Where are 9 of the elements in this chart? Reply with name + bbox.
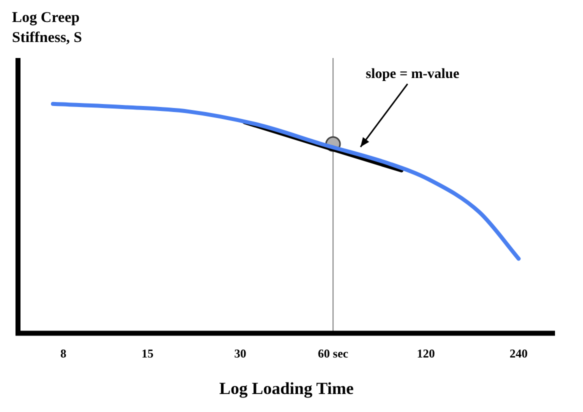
text: slope = m-value: [366, 66, 460, 82]
x-axis-title: Log Loading Time: [219, 379, 354, 398]
x-tick-label: 15: [142, 346, 154, 360]
x-tick-label: 240: [510, 346, 528, 360]
x-tick-label: 60 sec: [318, 346, 349, 360]
x-tick-label: 120: [416, 346, 435, 360]
y-axis-title: Log Creep Stiffness, S: [12, 9, 84, 48]
x-tick-label: 8: [60, 346, 66, 360]
x-tick-label: 30: [234, 346, 246, 360]
